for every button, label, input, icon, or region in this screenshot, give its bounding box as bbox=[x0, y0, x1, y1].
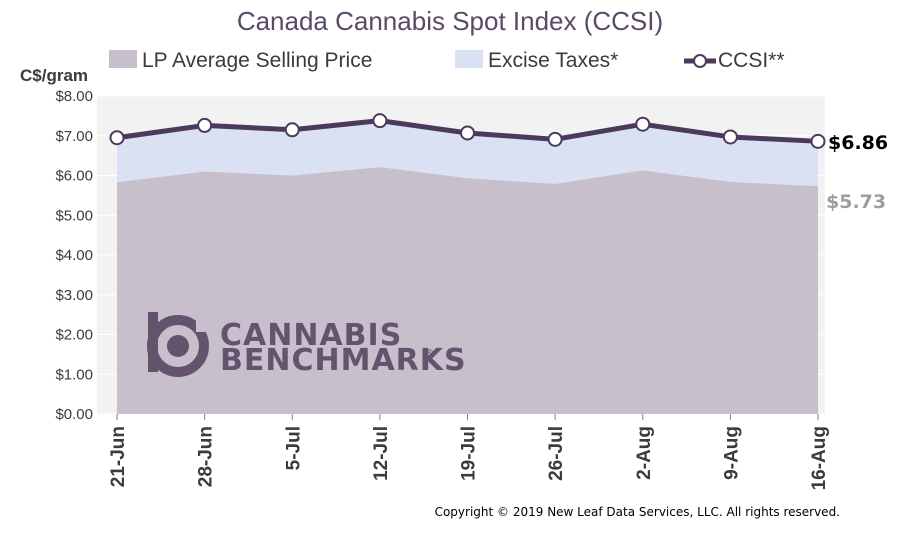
logo-line1: CANNABIS bbox=[220, 318, 402, 353]
y-axis-ticks: $0.00 $1.00 $2.00 $3.00 $4.00 $5.00 $6.00 $7.00… bbox=[55, 88, 93, 423]
ccsi-series bbox=[109, 113, 826, 149]
y-tick-label: $2.00 bbox=[55, 327, 93, 344]
y-tick-label: $3.00 bbox=[55, 287, 93, 304]
y-tick-label: $8.00 bbox=[55, 88, 93, 105]
end-label-ccsi: $6.86 bbox=[828, 132, 888, 154]
ccsi-point bbox=[722, 129, 738, 145]
legend: LP Average Selling Price Excise Taxes* C… bbox=[109, 49, 785, 72]
x-axis-ticks: 21-Jun 28-Jun 5-Jul 12-Jul 19-Jul 26-Jul 2-Aug… bbox=[108, 414, 830, 490]
y-axis-label: C$/gram bbox=[20, 66, 88, 85]
x-tick-label: 2-Aug bbox=[634, 426, 655, 480]
ccsi-point bbox=[460, 125, 475, 141]
legend-swatch-lp bbox=[109, 50, 137, 68]
x-tick-label: 5-Jul bbox=[283, 426, 304, 470]
legend-label-ccsi: CCSI** bbox=[718, 49, 785, 72]
y-tick-label: $1.00 bbox=[55, 366, 93, 383]
logo-registered: ® bbox=[424, 348, 434, 359]
end-label-lp: $5.73 bbox=[826, 191, 886, 213]
y-tick-label: $5.00 bbox=[55, 207, 93, 224]
y-tick-label: $7.00 bbox=[55, 128, 93, 145]
y-tick-label: $6.00 bbox=[55, 168, 93, 185]
legend-swatch-excise bbox=[455, 50, 483, 68]
x-tick-label: 12-Jul bbox=[371, 426, 392, 481]
cannabis-benchmarks-logo: CANNABIS BENCHMARKS ® bbox=[147, 312, 467, 378]
ccsi-point bbox=[197, 117, 213, 133]
legend-label-excise: Excise Taxes* bbox=[488, 49, 618, 72]
logo-line2: BENCHMARKS bbox=[220, 343, 467, 378]
ccsi-point bbox=[109, 130, 125, 146]
ccsi-point bbox=[547, 131, 563, 147]
y-tick-label: $0.00 bbox=[55, 406, 93, 423]
x-tick-label: 21-Jun bbox=[108, 426, 129, 487]
logo-mark-icon bbox=[147, 312, 210, 377]
x-tick-label: 16-Aug bbox=[809, 426, 830, 490]
x-tick-label: 9-Aug bbox=[721, 426, 742, 480]
y-tick-label: $4.00 bbox=[55, 247, 93, 264]
ccsi-point bbox=[284, 122, 300, 138]
ccsi-point bbox=[635, 116, 651, 132]
ccsi-point bbox=[810, 133, 826, 149]
x-tick-label: 19-Jul bbox=[459, 426, 480, 481]
legend-label-lp: LP Average Selling Price bbox=[142, 49, 372, 72]
x-tick-label: 28-Jun bbox=[196, 426, 217, 487]
legend-swatch-ccsi-marker bbox=[693, 54, 707, 68]
chart-title: Canada Cannabis Spot Index (CCSI) bbox=[237, 6, 663, 36]
ccsi-point bbox=[372, 113, 388, 129]
copyright-notice: Copyright © 2019 New Leaf Data Services,… bbox=[435, 505, 840, 519]
lp-average-price-area bbox=[117, 167, 818, 414]
x-tick-label: 26-Jul bbox=[546, 426, 567, 481]
